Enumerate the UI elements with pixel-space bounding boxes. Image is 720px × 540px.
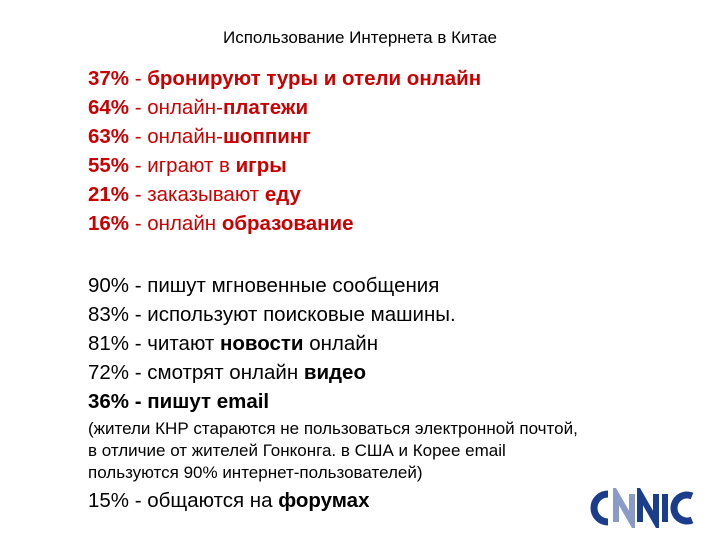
stat-text-bold: шоппинг (222, 125, 311, 148)
stat-text-bold: образование (221, 212, 354, 235)
stat-percent: 36% (88, 390, 130, 413)
note-line: (жители КНР стараются не пользоваться эл… (88, 419, 578, 438)
stat-percent: 83% (88, 303, 130, 326)
stat-percent: 90% (88, 274, 130, 297)
stat-separator: - (129, 361, 148, 384)
stat-line: 21% - заказывают еду (88, 180, 578, 209)
stat-text-tail: онлайн (303, 332, 379, 355)
stat-separator: - (129, 183, 148, 206)
stat-text: заказывают (147, 183, 265, 206)
stat-percent: 63% (88, 125, 130, 148)
stats-list: 37% - бронируют туры и отели онлайн 64% … (88, 64, 578, 515)
stat-separator: - (129, 390, 148, 413)
stat-percent: 16% (88, 212, 130, 235)
stat-text: онлайн- (147, 96, 223, 119)
stat-text: бронируют туры и отели онлайн (147, 67, 482, 90)
stat-text: пишут мгновенные сообщения (147, 274, 440, 297)
stat-text-bold: платежи (222, 96, 309, 119)
stat-text-bold: еду (264, 183, 301, 206)
stat-separator: - (129, 303, 148, 326)
stat-separator: - (129, 274, 148, 297)
stat-text-bold: новости (219, 332, 304, 355)
stat-percent: 72% (88, 361, 130, 384)
stat-text-bold: форумах (278, 489, 370, 512)
stat-text: общаются на (147, 489, 279, 512)
stat-line: 55% - играют в игры (88, 151, 578, 180)
stat-line: 90% - пишут мгновенные сообщения (88, 271, 578, 300)
stat-text: онлайн- (147, 125, 223, 148)
stat-line: 15% - общаются на форумах (88, 486, 578, 515)
block-spacer (88, 238, 578, 271)
stat-text: используют поисковые машины. (147, 303, 456, 326)
stat-percent: 37% (88, 67, 130, 90)
stat-percent: 15% (88, 489, 130, 512)
stat-separator: - (129, 489, 148, 512)
stat-line: 64% - онлайн-платежи (88, 93, 578, 122)
stat-text: смотрят онлайн (147, 361, 304, 384)
cnnic-logo-graphic (590, 488, 694, 528)
stat-percent: 81% (88, 332, 130, 355)
stat-separator: - (129, 125, 148, 148)
stat-text: онлайн (147, 212, 222, 235)
stat-line: 63% - онлайн-шоппинг (88, 122, 578, 151)
stat-text-bold: пишут email (147, 390, 270, 413)
stat-separator: - (129, 154, 148, 177)
stat-separator: - (129, 67, 148, 90)
stat-line: 83% - используют поисковые машины. (88, 300, 578, 329)
stat-line: 81% - читают новости онлайн (88, 329, 578, 358)
stat-line: 36% - пишут email (88, 387, 578, 416)
cnnic-logo (588, 488, 696, 528)
stat-text-bold: игры (235, 154, 287, 177)
stat-separator: - (129, 96, 148, 119)
stat-line: 72% - смотрят онлайн видео (88, 358, 578, 387)
stat-text-bold: видео (303, 361, 366, 384)
slide-title: Использование Интернета в Китае (222, 28, 498, 47)
note-line: пользуются 90% интернет-пользователей) (88, 463, 423, 482)
stat-separator: - (129, 212, 148, 235)
note-line: в отличие от жителей Гонконга. в США и К… (88, 441, 506, 460)
stat-percent: 64% (88, 96, 130, 119)
stat-line: 37% - бронируют туры и отели онлайн (88, 64, 578, 93)
stat-percent: 21% (88, 183, 130, 206)
stat-text: играют в (147, 154, 236, 177)
stat-text: читают (147, 332, 220, 355)
stat-percent: 55% (88, 154, 130, 177)
stat-separator: - (129, 332, 148, 355)
email-note: (жители КНР стараются не пользоваться эл… (88, 418, 578, 484)
stat-line: 16% - онлайн образование (88, 209, 578, 238)
